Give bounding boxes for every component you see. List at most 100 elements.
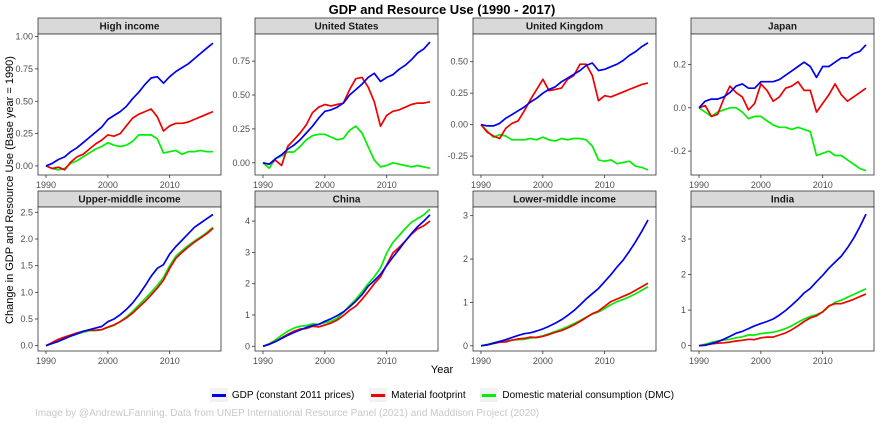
plot-area (37, 33, 222, 176)
x-tick-label: 2010 (595, 180, 615, 190)
x-tick-label: 1990 (253, 180, 273, 190)
y-tick-label: 2.5 (20, 207, 33, 217)
y-tick-label: 0.5 (20, 314, 33, 324)
y-tick-label: 3 (463, 211, 468, 221)
series-line-gdp (45, 42, 214, 167)
y-tick-label: 0.00 (15, 161, 33, 171)
y-tick-label: 0.75 (15, 64, 33, 74)
y-tick-label: 2 (245, 279, 250, 289)
x-tick-label: 1990 (253, 356, 273, 366)
panel-india: India 1990 2000 2010 0 1 2 3 (681, 190, 875, 366)
y-tick-label: 0.25 (232, 124, 250, 134)
y-tick-label: 0 (463, 341, 468, 351)
x-tick-label: 2010 (595, 356, 615, 366)
series-line-dmc (262, 125, 431, 170)
y-tick-label: 0.25 (15, 129, 33, 139)
series-line-gdp (480, 219, 649, 347)
series-line-gdp (698, 44, 867, 109)
x-tick-label: 2000 (533, 180, 553, 190)
y-tick-label: 3 (681, 234, 686, 244)
series-line-gdp (698, 213, 867, 347)
y-tick-label: 1 (463, 297, 468, 307)
series-line-material-footprint (698, 293, 867, 347)
y-tick-label: 0 (245, 341, 250, 351)
x-tick-label: 1990 (471, 180, 491, 190)
y-tick-label: 0.50 (15, 96, 33, 106)
series-line-material-footprint (698, 80, 867, 118)
x-tick-label: 2000 (315, 356, 335, 366)
panel-united-kingdom: United Kingdom 1990 2000 2010 -0.25 0.00 0.25 0… (447, 17, 657, 190)
x-tick-label: 1990 (36, 180, 56, 190)
x-tick-label: 2010 (813, 180, 833, 190)
panel-title: India (771, 195, 795, 206)
panel-title: High income (99, 22, 159, 33)
y-tick-label: 0.2 (673, 59, 686, 69)
series-line-gdp (262, 214, 431, 348)
series-line-material-footprint (262, 76, 431, 167)
y-tick-label: 2.0 (20, 234, 33, 244)
x-tick-label: 2000 (98, 180, 118, 190)
credit-note: Image by @AndrewLFanning. Data from UNEP… (35, 408, 540, 419)
legend-label-material-footprint: Material footprint (391, 389, 466, 401)
series-line-dmc (698, 106, 867, 172)
legend-item-material-footprint: Material footprint (369, 388, 466, 402)
y-tick-label: 0.00 (450, 120, 468, 130)
panel-title: Japan (768, 22, 797, 33)
x-tick-label: 2010 (813, 356, 833, 366)
y-tick-label: 1.00 (15, 32, 33, 42)
plot-area (690, 206, 875, 352)
series-line-material-footprint (480, 282, 649, 347)
x-tick-label: 2010 (160, 356, 180, 366)
y-tick-label: 1 (245, 310, 250, 320)
panel-title: Upper-middle income (78, 195, 181, 206)
panel-lower-middle-income: Lower-middle income 1990 2000 2010 0 1 2 3 (463, 190, 657, 366)
legend-label-dmc: Domestic material consumption (DMC) (502, 389, 675, 401)
series-line-material-footprint (45, 108, 214, 171)
chart-title: GDP and Resource Use (1990 - 2017) (328, 2, 556, 17)
plot-area (472, 206, 657, 352)
x-tick-label: 2010 (377, 180, 397, 190)
panel-title: United States (315, 22, 379, 33)
series-line-material-footprint (45, 227, 214, 347)
x-tick-label: 2000 (751, 180, 771, 190)
x-tick-label: 2000 (751, 356, 771, 366)
y-tick-label: 0.0 (673, 103, 686, 113)
y-tick-label: 0.0 (20, 341, 33, 351)
panel-high-income: High income 1990 2000 2010 0.00 0.25 0.50 0.75 1… (15, 17, 222, 190)
y-tick-label: -0.2 (670, 146, 686, 156)
series-line-gdp (45, 213, 214, 347)
panel-title: Lower-middle income (513, 195, 616, 206)
x-tick-label: 1990 (36, 356, 56, 366)
panel-china: China 1990 2000 2010 0 1 2 3 4 (245, 190, 439, 366)
x-axis-title: Year (430, 364, 454, 376)
legend-item-gdp: GDP (constant 2011 prices) (209, 388, 354, 402)
legend: GDP (constant 2011 prices) Material foot… (0, 388, 884, 405)
y-tick-label: 0.25 (450, 88, 468, 98)
series-line-dmc (45, 134, 213, 171)
x-tick-label: 2010 (377, 356, 397, 366)
panel-united-states: United States 1990 2000 2010 0.00 0.25 0.50 0.7… (232, 17, 439, 190)
x-tick-label: 1990 (689, 180, 709, 190)
y-tick-label: -0.25 (447, 151, 468, 161)
y-tick-label: 2 (681, 270, 686, 280)
x-tick-label: 2010 (160, 180, 180, 190)
plot-area (690, 33, 875, 176)
legend-item-dmc: Domestic material consumption (DMC) (480, 388, 674, 402)
y-tick-label: 2 (463, 254, 468, 264)
series-line-dmc (698, 288, 867, 347)
series-line-gdp (262, 41, 431, 166)
x-tick-label: 2000 (315, 180, 335, 190)
legend-key-gdp (209, 388, 228, 402)
series-line-dmc (480, 124, 649, 171)
series-line-gdp (480, 42, 649, 127)
y-tick-label: 0.50 (232, 90, 250, 100)
x-tick-label: 2000 (98, 356, 118, 366)
panel-title: United Kingdom (526, 22, 603, 33)
y-tick-label: 0.75 (232, 56, 250, 66)
legend-key-material-footprint (369, 388, 388, 402)
y-tick-label: 3 (245, 247, 250, 257)
y-tick-label: 0.50 (450, 57, 468, 67)
x-tick-label: 2000 (533, 356, 553, 366)
y-tick-label: 1 (681, 305, 686, 315)
